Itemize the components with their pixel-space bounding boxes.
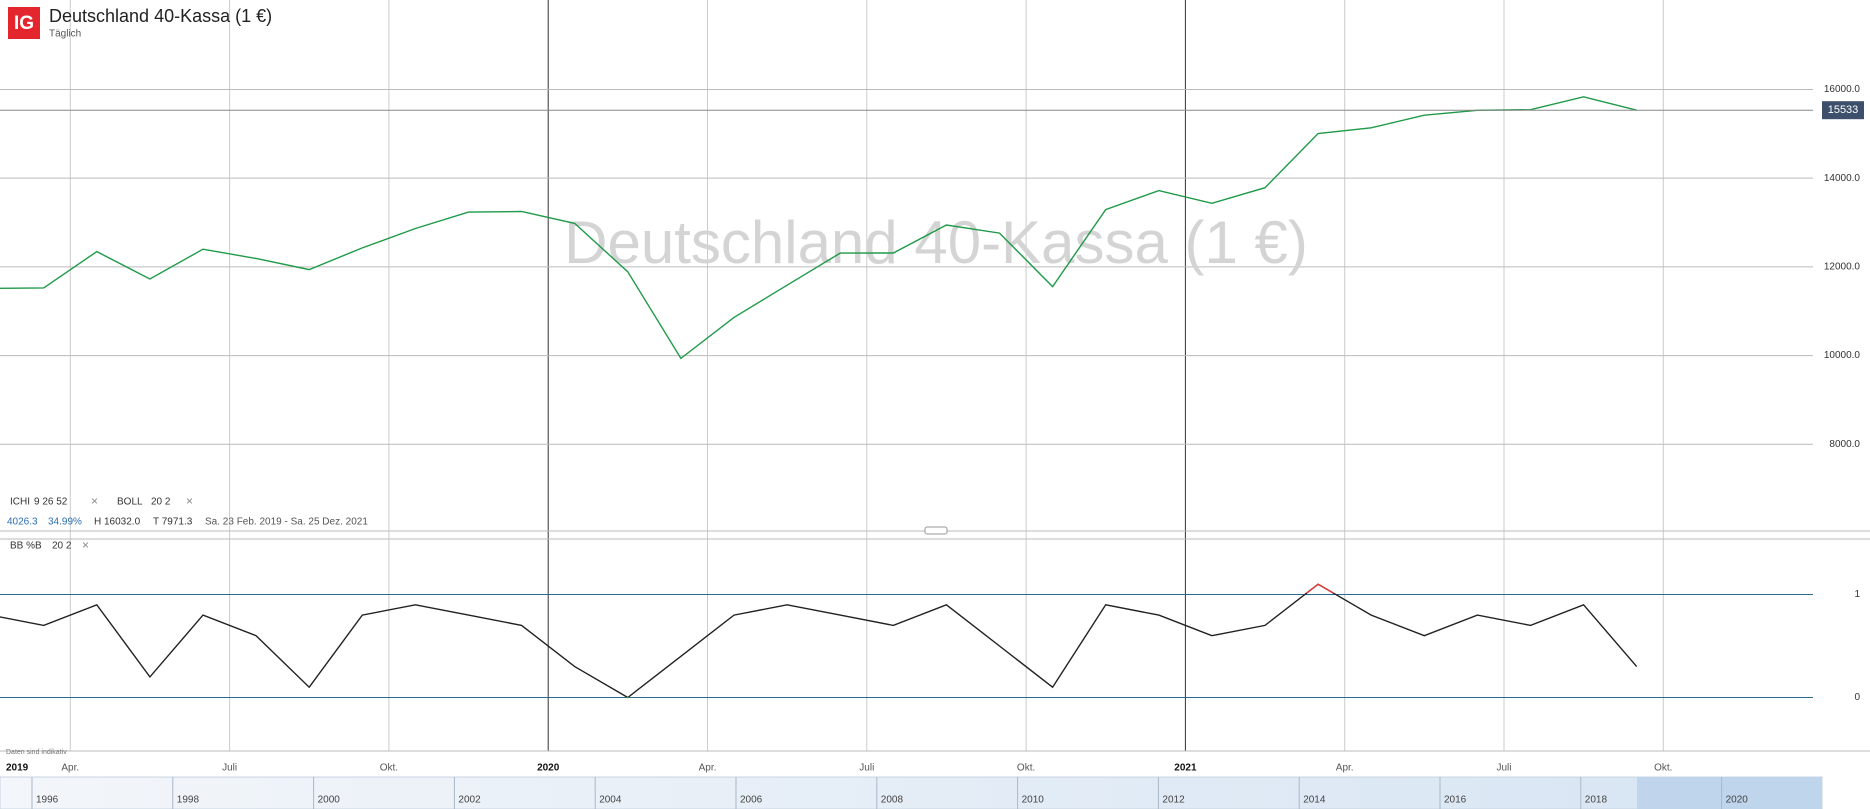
date-range: Sa. 23 Feb. 2019 - Sa. 25 Dez. 2021 — [205, 517, 368, 528]
y-tick-label: 16000.0 — [1824, 84, 1861, 95]
navigator-year: 2008 — [881, 795, 904, 806]
series-line — [0, 583, 1638, 699]
navigator-year: 1998 — [177, 795, 200, 806]
logo: IG — [14, 13, 34, 34]
series-line-below — [625, 697, 630, 699]
series-line-above — [1305, 583, 1335, 593]
x-tick-label: Okt. — [380, 763, 398, 774]
navigator-year: 2002 — [458, 795, 481, 806]
current-price-label: 15533 — [1828, 104, 1859, 116]
indicator-params: 9 26 52 — [34, 497, 68, 508]
stat: 4026.3 — [7, 517, 38, 528]
x-tick-label: 2019 — [6, 763, 29, 774]
navigator-selection[interactable] — [1637, 777, 1822, 809]
y-tick-label: 0 — [1854, 692, 1860, 703]
x-tick-label: Apr. — [61, 763, 79, 774]
interval: Täglich — [49, 29, 81, 40]
x-tick-label: Juli — [859, 763, 874, 774]
navigator-year: 2004 — [599, 795, 622, 806]
navigator-year: 2016 — [1444, 795, 1467, 806]
x-tick-label: Apr. — [699, 763, 717, 774]
x-tick-label: Juli — [1496, 763, 1511, 774]
navigator-year: 2010 — [1022, 795, 1045, 806]
navigator-year: 2020 — [1726, 795, 1749, 806]
y-tick-label: 14000.0 — [1824, 173, 1861, 184]
stat: 34.99% — [48, 517, 82, 528]
navigator-year: 2000 — [318, 795, 341, 806]
y-tick-label: 10000.0 — [1824, 350, 1861, 361]
navigator[interactable] — [0, 776, 1823, 809]
note: Daten sind indikativ — [6, 749, 67, 756]
y-tick-label: 12000.0 — [1824, 262, 1861, 273]
x-tick-label: Okt. — [1654, 763, 1672, 774]
current-price-box — [1822, 101, 1864, 120]
indicator-params: 20 2 — [52, 541, 72, 552]
indicator-params: 20 2 — [151, 497, 171, 508]
indicator-name: BOLL — [117, 497, 143, 508]
navigator-year: 2018 — [1585, 795, 1608, 806]
navigator-year: 1996 — [36, 795, 59, 806]
navigator-year: 2014 — [1303, 795, 1326, 806]
remove-indicator[interactable]: × — [91, 494, 98, 508]
series-line — [0, 96, 1637, 360]
x-tick-label: Juli — [222, 763, 237, 774]
watermark: Deutschland 40-Kassa (1 €) — [564, 209, 1308, 276]
navigator-year: 2006 — [740, 795, 763, 806]
x-tick-label: 2020 — [537, 763, 560, 774]
y-tick-label: 8000.0 — [1829, 439, 1860, 450]
navigator-year: 2012 — [1162, 795, 1185, 806]
stat: T 7971.3 — [153, 517, 193, 528]
title: Deutschland 40-Kassa (1 €) — [49, 6, 272, 26]
x-tick-label: Apr. — [1336, 763, 1354, 774]
stat: H 16032.0 — [94, 517, 141, 528]
indicator-name: ICHI — [10, 497, 30, 508]
indicator-labels: ICHI 9 26 52 × BOLL 20 2 × 4026.3 34.99%… — [6, 494, 368, 756]
indicator-name: BB %B — [10, 541, 42, 552]
y-tick-label: 1 — [1854, 589, 1860, 600]
x-tick-label: 2021 — [1174, 763, 1197, 774]
remove-indicator[interactable]: × — [82, 538, 89, 552]
logo-box — [8, 7, 40, 39]
grid-layer — [0, 0, 1813, 751]
remove-indicator[interactable]: × — [186, 494, 193, 508]
x-tick-label: Okt. — [1017, 763, 1035, 774]
resize-handle[interactable] — [924, 526, 948, 535]
